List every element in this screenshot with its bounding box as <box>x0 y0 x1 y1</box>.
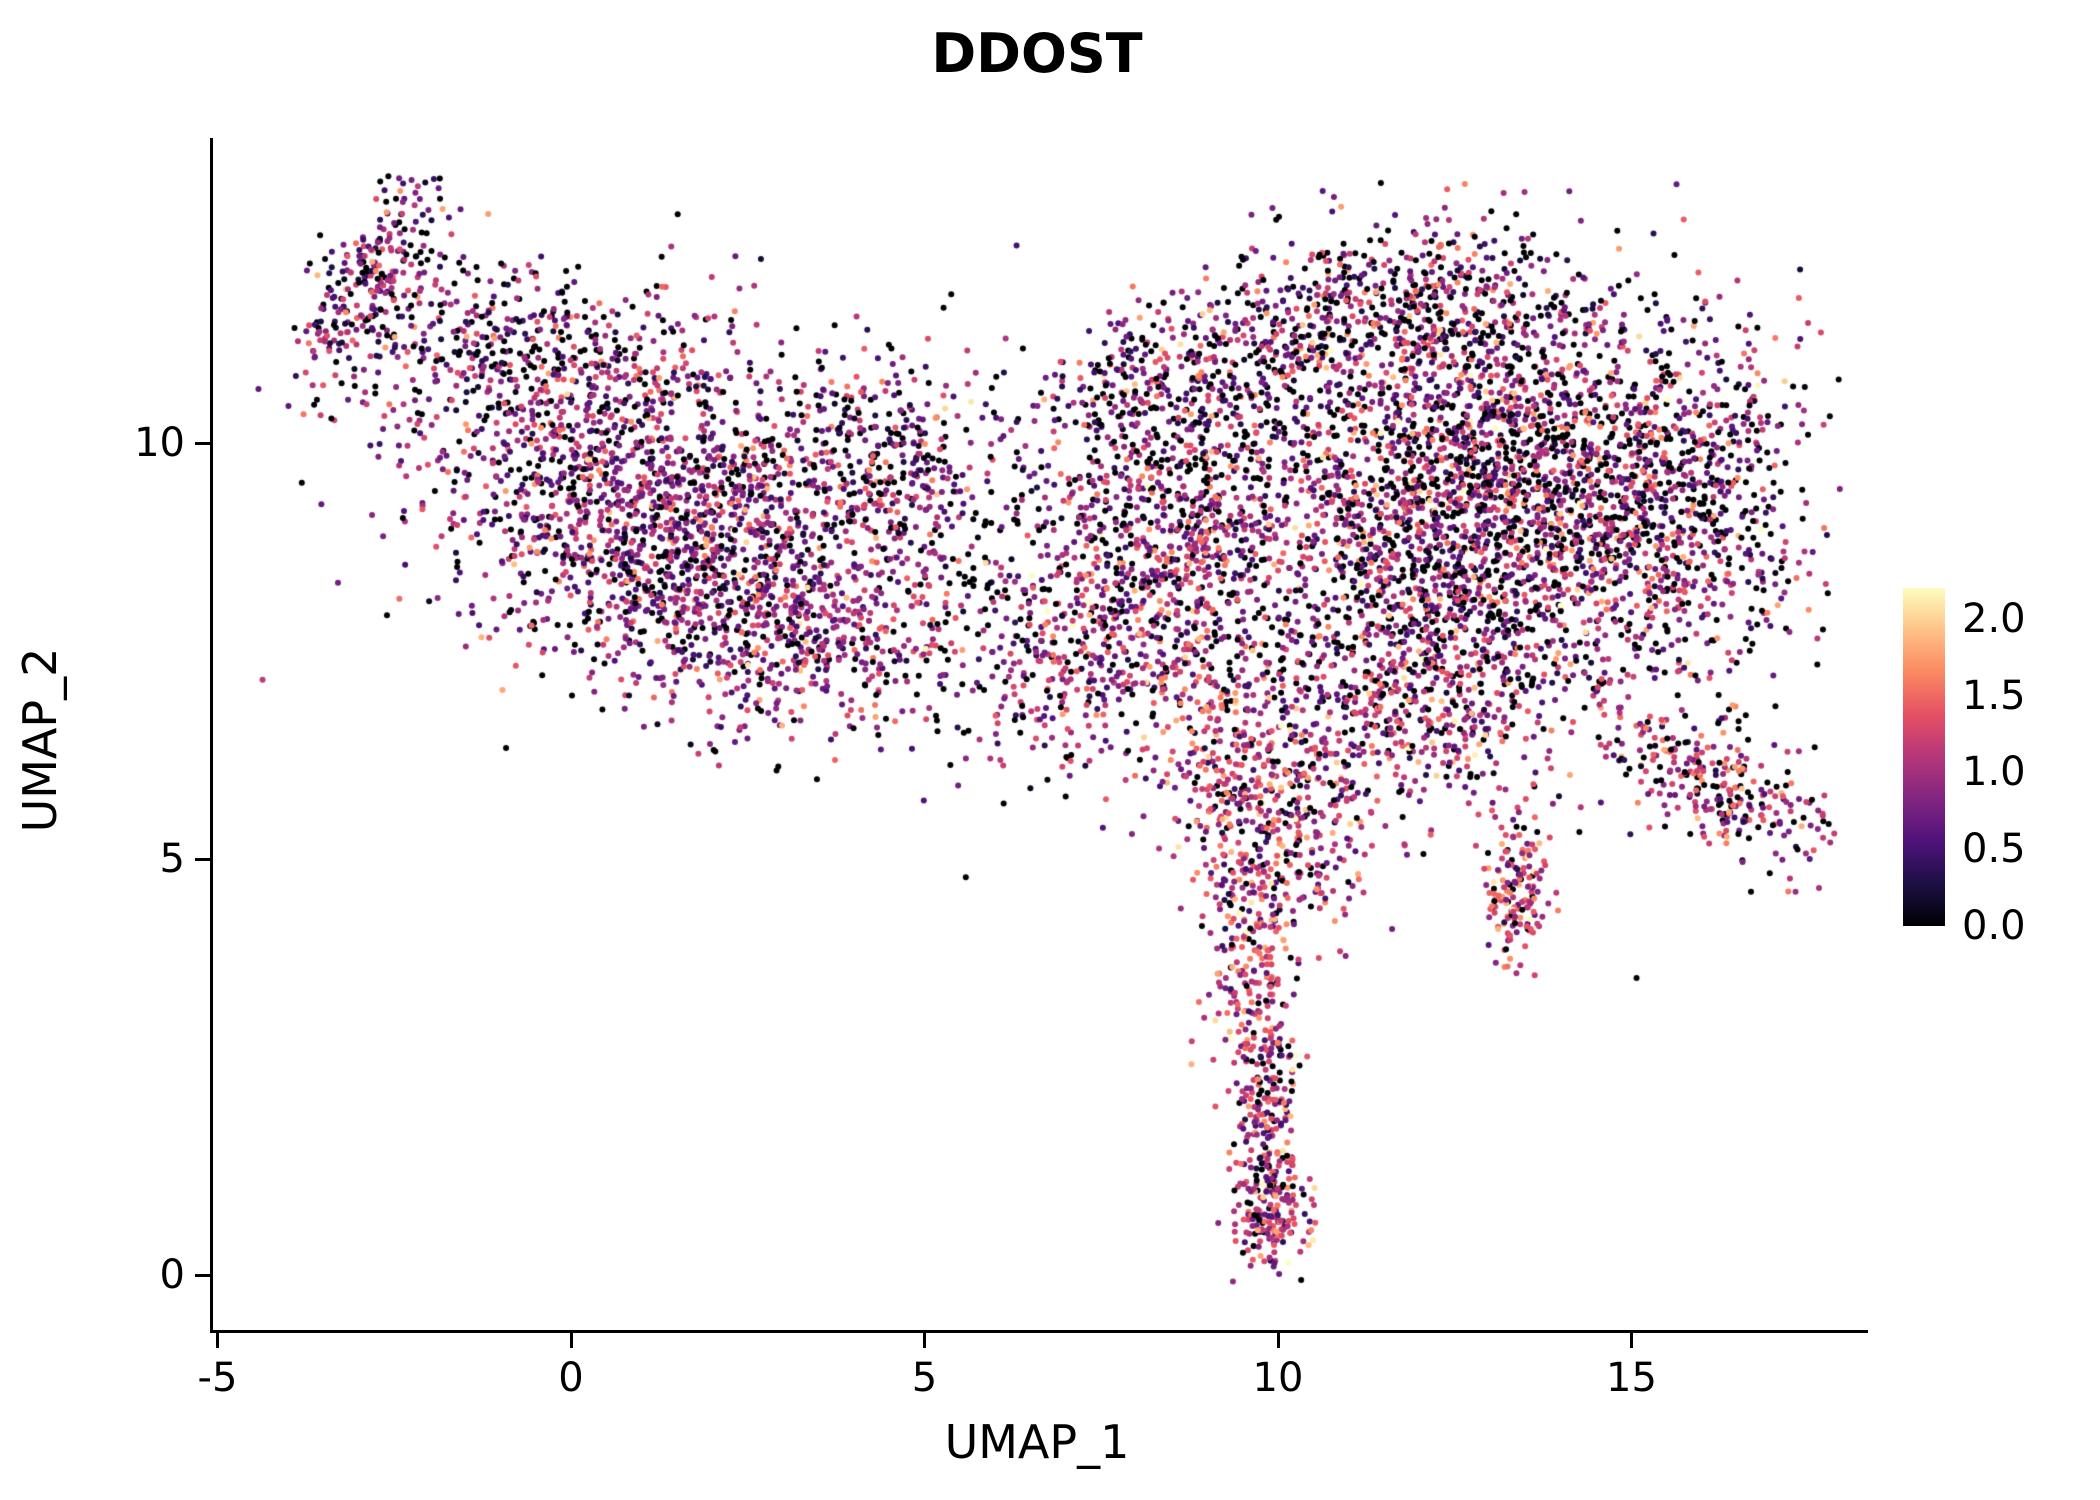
colorbar-tick-label: 0.5 <box>1962 826 2026 873</box>
x-tick-label: 0 <box>558 1355 584 1401</box>
x-tick-mark <box>216 1333 219 1348</box>
y-axis-line <box>210 138 213 1333</box>
y-axis-title: UMAP_2 <box>13 647 67 833</box>
y-tick-label: 0 <box>159 1252 185 1298</box>
x-tick-label: 15 <box>1606 1355 1657 1401</box>
y-tick-mark <box>195 441 210 445</box>
colorbar-gradient <box>1903 588 1945 926</box>
colorbar-tick-label: 1.0 <box>1962 749 2026 796</box>
colorbar-tick-label: 0.0 <box>1962 903 2026 949</box>
x-axis-line <box>210 1330 1868 1333</box>
x-axis-title: UMAP_1 <box>944 1415 1130 1469</box>
x-tick-label: 10 <box>1252 1355 1304 1401</box>
y-tick-mark <box>195 857 210 861</box>
x-tick-label: 5 <box>911 1355 938 1401</box>
y-tick-label: 5 <box>159 836 185 882</box>
x-tick-mark <box>923 1333 926 1348</box>
x-tick-mark <box>1276 1333 1280 1348</box>
y-tick-label: 10 <box>134 420 185 466</box>
x-tick-mark <box>1630 1333 1633 1348</box>
x-tick-label: -5 <box>197 1355 238 1401</box>
colorbar-tick-label: 2.0 <box>1962 595 2026 642</box>
plot-title: DDOST <box>931 22 1143 85</box>
y-tick-mark <box>195 1273 210 1277</box>
colorbar-tick-label: 1.5 <box>1962 672 2026 719</box>
x-tick-mark <box>569 1333 573 1348</box>
